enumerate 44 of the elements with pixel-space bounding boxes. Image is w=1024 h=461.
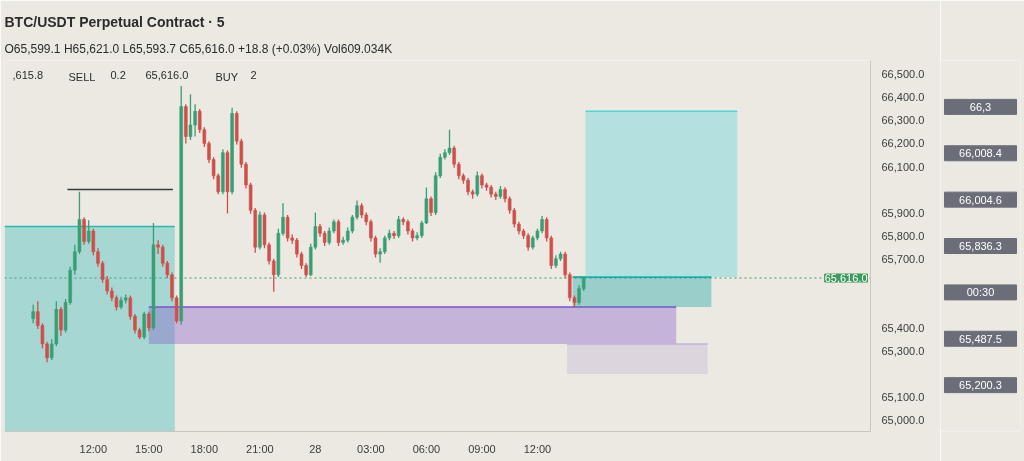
y-tick-label: 65,900.0 [881,206,925,219]
annotation: 0.2 [110,68,126,81]
candlestick [447,129,452,156]
y-tick-label: 66,500.0 [881,68,925,81]
y-tick-label: 66,200.0 [881,137,925,150]
y-tick-label: 66,100.0 [881,160,925,173]
x-tick-label: 09:00 [468,442,496,455]
ref-line-label: 65,616.0 [824,272,868,285]
candlestick [225,149,230,215]
annotation: SELL [68,70,96,83]
x-tick-label: 15:00 [135,442,163,455]
x-tick-label: 03:00 [357,442,385,455]
candlestick [336,218,341,247]
annotation: BUY [215,70,239,83]
text: 00:30 [966,286,995,299]
text: 65,836.3 [959,240,1002,252]
y-tick-label: 66,400.0 [881,91,925,104]
y-tick-label: 65,000.0 [881,413,925,426]
y-tick-label: 65,400.0 [881,321,925,334]
text: 66,008.4 [959,147,1002,160]
x-tick-label: 18:00 [190,442,219,455]
text: 65,200.3 [959,379,1002,392]
candlestick [188,93,193,141]
y-tick-label: 65,800.0 [881,229,925,242]
text: 65,487.5 [959,332,1002,345]
chart-subtitle: O65,599.1 H65,621.0 L65,593.7 C65,616.0 +18.8 (+0.03%) Vol609.034K [4,41,393,56]
x-tick-label: 12:00 [79,442,108,455]
y-tick-label: 65,100.0 [881,390,925,403]
chart-title: BTC/USDT Perpetual Contract · 5 [4,13,225,30]
x-tick-label: 06:00 [412,442,441,455]
candlestick [86,219,91,245]
x-tick-label: 21:00 [246,442,274,455]
text: 66,3 [969,100,992,113]
annotation: ,615.8 [12,68,44,81]
y-tick-label: 65,300.0 [881,344,925,357]
candlestick [151,222,156,331]
text: 66,004.6 [959,193,1002,206]
y-tick-label: 66,300.0 [881,114,925,127]
annotation: 65,616.0 [145,68,189,81]
annotation: 2 [250,68,257,81]
candlestick [31,304,35,324]
x-tick-label: 12:00 [523,442,552,455]
x-tick-label: 28 [309,442,322,455]
y-tick-label: 65,700.0 [881,252,925,265]
